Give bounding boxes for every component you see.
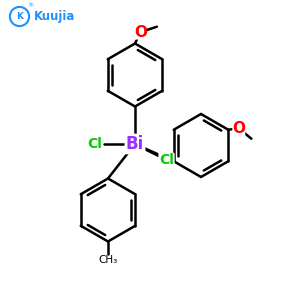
- Text: CH₃: CH₃: [98, 255, 118, 265]
- Text: O: O: [232, 121, 245, 136]
- Text: Kuujia: Kuujia: [34, 10, 75, 23]
- Text: Bi: Bi: [126, 135, 144, 153]
- Text: ®: ®: [28, 3, 34, 8]
- Text: K: K: [16, 12, 23, 21]
- Text: Cl: Cl: [87, 137, 102, 151]
- Text: O: O: [134, 25, 147, 40]
- Text: Cl: Cl: [159, 154, 174, 167]
